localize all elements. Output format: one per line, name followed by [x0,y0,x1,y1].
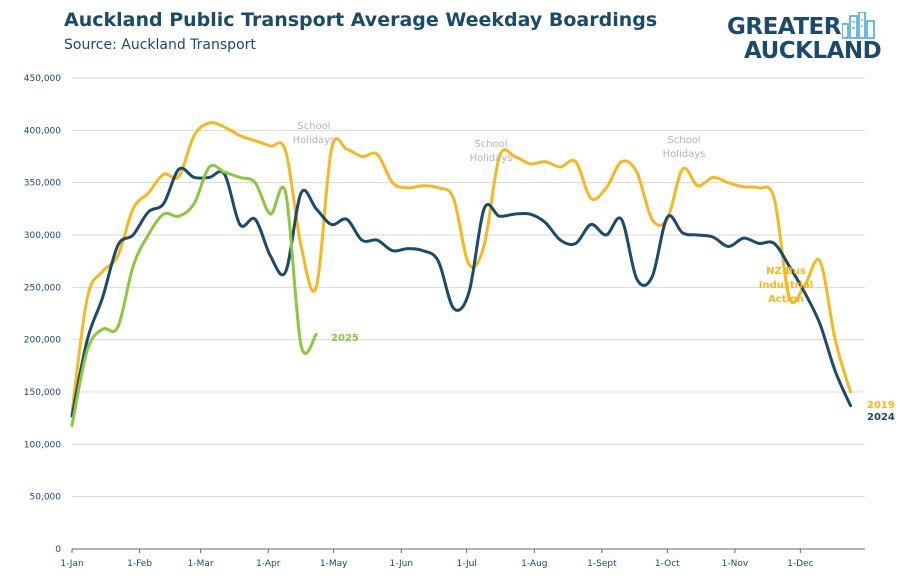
x-tick-label: 1-Jun [390,559,414,569]
skyline-icon [842,12,875,39]
annotations: School Holidays School Holidays School Holida… [293,121,814,305]
x-tick-label: 1-Jul [457,559,477,569]
y-axis-ticks: 0 50,000 100,000 150,000 200,000 250,000 300,0… [24,74,61,555]
y-tick-label: 300,000 [24,231,61,241]
y-tick-label: 50,000 [30,493,62,503]
y-tick-label: 350,000 [24,179,61,189]
series-label-2019: 2019 [867,400,895,411]
logo-line-1: GREATER [727,14,841,40]
annotation-line: Action [768,294,804,305]
annotation: School Holidays [470,139,513,164]
y-tick-label: 150,000 [24,388,61,398]
annotation-line: NZ Bus [766,266,806,277]
x-axis-ticks: 1-Jan 1-Feb 1-Mar 1-Apr 1-May 1-Jun 1-Jul 1-Aug… [60,549,814,569]
chart-subtitle: Source: Auckland Transport [64,37,256,53]
y-tick-label: 450,000 [24,74,61,84]
x-tick-label: 1-Apr [256,559,281,569]
x-tick-label: 1-Nov [722,559,749,569]
series-line-2025 [70,163,318,427]
annotation-line: Holidays [663,149,706,160]
series-line-2024 [70,166,852,418]
x-tick-label: 1-Feb [127,559,152,569]
logo-line-2: AUCKLAND [744,38,882,64]
y-tick-label: 0 [55,545,61,555]
annotation-line: School [474,139,507,150]
x-tick-label: 1-Sept [587,559,617,569]
gridlines [72,77,865,498]
annotation-line: School [667,135,700,146]
x-tick-label: 1-Dec [787,559,813,569]
annotation: School Holidays [663,135,706,160]
x-tick-label: 1-May [320,559,348,569]
annotation-line: Holidays [293,135,336,146]
x-tick-label: 1-Aug [521,559,547,569]
annotation-line: Industrial [759,280,813,291]
y-tick-label: 250,000 [24,283,61,293]
x-tick-label: 1-Mar [188,559,214,569]
series-label-2024: 2024 [867,412,895,423]
annotation-line: School [297,121,330,132]
annotation-line: Holidays [470,153,513,164]
x-tick-label: 1-Oct [655,559,680,569]
series-line-2019 [70,121,852,415]
greater-auckland-logo: GREATER AUCKLAND [724,12,884,64]
annotation: NZ Bus Industrial Action [759,266,813,305]
x-tick-label: 1-Jan [60,559,83,569]
chart-title: Auckland Public Transport Average Weekda… [64,9,658,31]
series-lines [70,121,852,427]
annotation: School Holidays [293,121,336,146]
y-tick-label: 200,000 [24,336,61,346]
y-tick-label: 400,000 [24,126,61,136]
series-label-2025: 2025 [331,333,359,344]
y-tick-label: 100,000 [24,440,61,450]
